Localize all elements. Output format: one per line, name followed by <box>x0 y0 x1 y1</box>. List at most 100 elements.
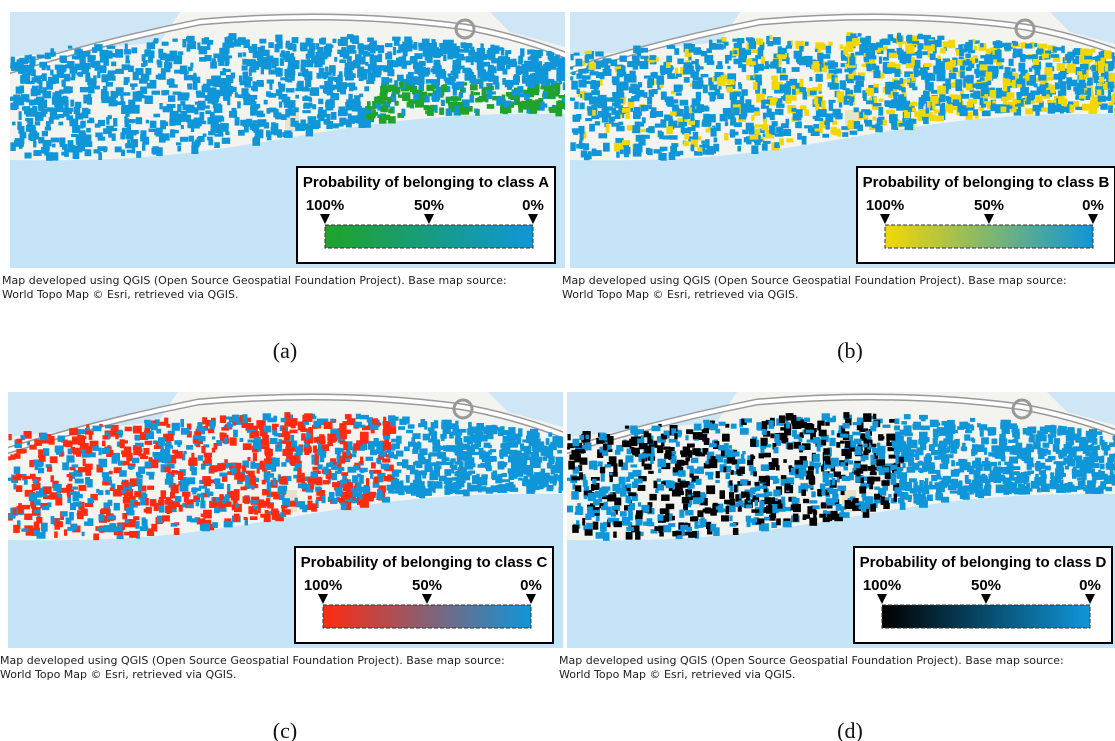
building <box>337 75 342 82</box>
building <box>238 474 245 482</box>
building <box>325 82 331 88</box>
building <box>889 419 895 423</box>
building <box>124 116 127 122</box>
building <box>150 499 157 506</box>
building <box>75 479 84 484</box>
building <box>792 67 800 72</box>
building <box>207 79 214 86</box>
building <box>279 476 287 484</box>
building <box>252 138 260 146</box>
building <box>29 493 37 501</box>
building <box>901 87 905 92</box>
caption: (b) <box>837 338 863 363</box>
building <box>530 453 534 460</box>
building <box>58 122 63 126</box>
building <box>498 462 507 467</box>
building <box>205 110 211 114</box>
building <box>879 57 882 64</box>
building <box>59 138 65 145</box>
building <box>306 88 310 91</box>
building <box>826 46 831 54</box>
building <box>605 97 613 101</box>
building <box>71 524 77 530</box>
building <box>750 135 759 140</box>
building <box>410 56 416 61</box>
building <box>571 54 574 60</box>
building <box>323 467 329 475</box>
building <box>1006 105 1012 108</box>
building <box>674 85 682 93</box>
building <box>24 480 28 485</box>
building <box>665 513 669 522</box>
legend-bar <box>323 605 531 628</box>
building <box>253 105 259 110</box>
building <box>927 73 933 77</box>
building <box>305 95 308 101</box>
building <box>611 60 618 67</box>
building <box>505 80 514 87</box>
building <box>402 92 410 101</box>
building <box>193 435 199 439</box>
building <box>504 445 509 449</box>
building <box>869 43 876 51</box>
building <box>980 430 984 436</box>
building <box>119 470 127 477</box>
building <box>996 40 1000 48</box>
building <box>443 54 446 61</box>
building <box>412 449 418 454</box>
building <box>842 132 848 137</box>
building <box>222 138 230 144</box>
building <box>27 123 30 127</box>
building <box>352 108 356 112</box>
building <box>103 67 107 71</box>
building <box>431 39 435 45</box>
building <box>588 110 592 116</box>
building <box>949 73 957 79</box>
building <box>298 483 307 488</box>
building <box>524 93 530 100</box>
building <box>711 128 717 137</box>
building <box>1042 53 1049 58</box>
building <box>894 69 900 77</box>
building <box>492 485 500 492</box>
building <box>326 123 333 129</box>
building <box>327 463 330 467</box>
building <box>227 484 230 492</box>
building <box>229 33 237 40</box>
building <box>906 63 914 69</box>
building <box>291 53 294 59</box>
building <box>953 99 959 105</box>
building <box>258 443 262 451</box>
building <box>540 102 545 111</box>
building <box>469 488 473 491</box>
building <box>254 463 261 469</box>
building <box>208 131 214 135</box>
building <box>939 94 945 102</box>
building <box>573 115 581 122</box>
building <box>729 516 732 522</box>
building <box>230 437 237 445</box>
building <box>741 111 748 117</box>
legend-label: 0% <box>1082 197 1104 214</box>
building <box>991 69 998 77</box>
building <box>161 90 167 95</box>
building <box>115 147 122 153</box>
building <box>85 149 92 156</box>
building <box>515 466 521 474</box>
building <box>477 433 481 438</box>
building <box>135 435 140 441</box>
building <box>275 35 282 42</box>
building <box>804 110 809 116</box>
building <box>434 439 440 445</box>
building <box>511 484 516 489</box>
building <box>725 55 732 61</box>
building <box>630 71 636 77</box>
building <box>372 101 375 109</box>
building <box>434 481 443 488</box>
building <box>633 111 641 119</box>
building <box>463 489 470 496</box>
building <box>30 136 36 141</box>
building <box>444 77 452 81</box>
building <box>772 79 778 83</box>
building <box>309 97 312 102</box>
